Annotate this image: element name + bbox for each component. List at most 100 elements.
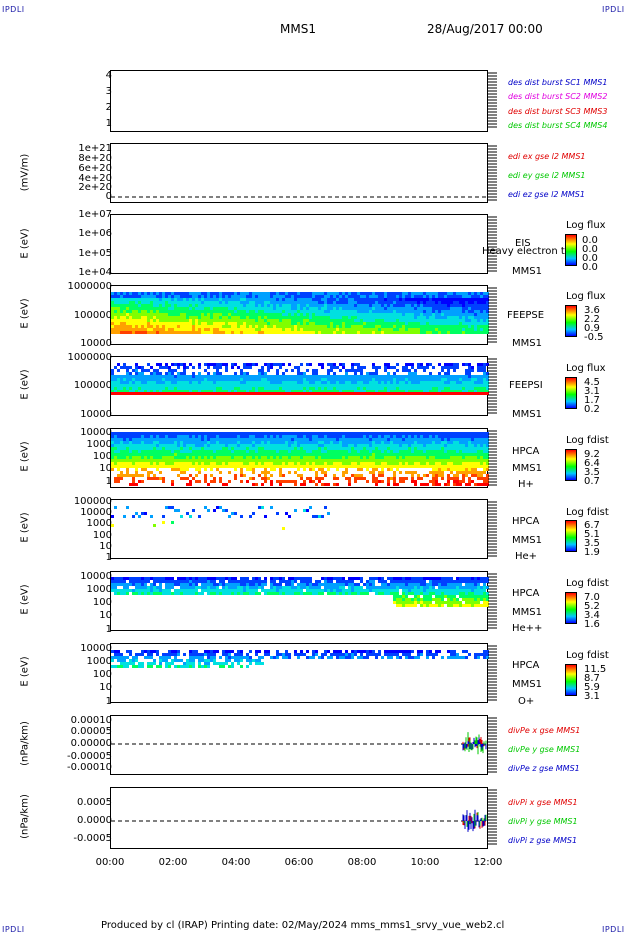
ytick: 10 bbox=[99, 541, 112, 552]
spectrogram-cell bbox=[243, 441, 246, 444]
spectrogram-cell bbox=[288, 322, 291, 325]
spectrogram-cell bbox=[150, 378, 153, 381]
spectrogram-cell bbox=[324, 444, 327, 447]
spectrogram-cell bbox=[288, 295, 291, 298]
spectrogram-cell bbox=[405, 369, 408, 372]
spectrogram-cell bbox=[360, 462, 363, 465]
spectrogram-cell bbox=[366, 462, 369, 465]
spectrogram-cell bbox=[300, 390, 303, 393]
spectrogram-cell bbox=[294, 378, 297, 381]
legend-entry: divPi z gse MMS1 bbox=[508, 836, 578, 845]
spectrogram-cell bbox=[312, 447, 315, 450]
spectrogram-cell bbox=[147, 313, 150, 316]
spectrogram-cell bbox=[447, 319, 450, 322]
spectrogram-cell bbox=[162, 477, 165, 480]
spectrogram-cell bbox=[381, 387, 384, 390]
spectrogram-cell bbox=[192, 450, 195, 453]
spectrogram-cell bbox=[276, 512, 279, 515]
spectrogram-cell bbox=[132, 438, 135, 441]
spectrogram-cell bbox=[444, 483, 447, 486]
spectrogram-cell bbox=[120, 313, 123, 316]
spectrogram-cell bbox=[135, 392, 138, 395]
spectrogram-cell bbox=[291, 292, 294, 295]
spectrogram-cell bbox=[480, 384, 483, 387]
spectrogram-cell bbox=[483, 462, 486, 465]
spectrogram-cell bbox=[345, 292, 348, 295]
spectrogram-cell bbox=[153, 316, 156, 319]
spectrogram-cell bbox=[219, 316, 222, 319]
spectrogram-cell bbox=[312, 441, 315, 444]
spectrogram-cell bbox=[474, 322, 477, 325]
spectrogram-cell bbox=[363, 381, 366, 384]
colorbar-value: 3.1 bbox=[584, 691, 600, 702]
spectrogram-cell bbox=[285, 438, 288, 441]
spectrogram-cell bbox=[399, 480, 402, 483]
spectrogram-cell bbox=[483, 375, 486, 378]
spectrogram-cell bbox=[423, 319, 426, 322]
spectrogram-cell bbox=[312, 375, 315, 378]
spectrogram-cell bbox=[186, 322, 189, 325]
spectrogram-cell bbox=[123, 378, 126, 381]
spectrogram-cell bbox=[333, 307, 336, 310]
spectrogram-cell bbox=[315, 331, 318, 334]
spectrogram-cell bbox=[324, 471, 327, 474]
spectrogram-cell bbox=[261, 381, 264, 384]
spectrogram-cell bbox=[312, 384, 315, 387]
spectrogram-cell bbox=[171, 369, 174, 372]
spectrogram-cell bbox=[219, 435, 222, 438]
spectrogram-cell bbox=[387, 304, 390, 307]
spectrogram-cell bbox=[381, 328, 384, 331]
spectrogram-cell bbox=[264, 450, 267, 453]
spectrogram-cell bbox=[444, 435, 447, 438]
spectrogram-cell bbox=[117, 304, 120, 307]
spectrogram-cell bbox=[390, 310, 393, 313]
spectrogram-cell bbox=[438, 325, 441, 328]
spectrogram-cell bbox=[273, 325, 276, 328]
spectrogram-cell bbox=[279, 292, 282, 295]
spectrogram-cell bbox=[183, 310, 186, 313]
spectrogram-cell bbox=[348, 447, 351, 450]
spectrogram-cell bbox=[330, 325, 333, 328]
spectrogram-cell bbox=[315, 384, 318, 387]
spectrogram-cell bbox=[129, 462, 132, 465]
spectrogram-cell bbox=[225, 313, 228, 316]
spectrogram-cell bbox=[354, 319, 357, 322]
spectrogram-cell bbox=[345, 322, 348, 325]
spectrogram-cell bbox=[225, 453, 228, 456]
spectrogram-cell bbox=[363, 328, 366, 331]
spectrogram-cell bbox=[267, 319, 270, 322]
spectrogram-cell bbox=[333, 447, 336, 450]
spectrogram-cell bbox=[258, 307, 261, 310]
spectrogram-cell bbox=[282, 465, 285, 468]
spectrogram-cell bbox=[120, 301, 123, 304]
spectrogram-cell bbox=[111, 304, 114, 307]
spectrogram-cell bbox=[303, 432, 306, 435]
spectrogram-cell bbox=[330, 462, 333, 465]
spectrogram-cell bbox=[372, 366, 375, 369]
spectrogram-cell bbox=[366, 378, 369, 381]
spectrogram-cell bbox=[465, 331, 468, 334]
spectrogram-cell bbox=[195, 444, 198, 447]
spectrogram-cell bbox=[354, 313, 357, 316]
spectrogram-cell bbox=[231, 465, 234, 468]
spectrogram-cell bbox=[162, 298, 165, 301]
spectrogram-cell bbox=[129, 474, 132, 477]
spectrogram-cell bbox=[285, 450, 288, 453]
spectrogram-cell bbox=[441, 375, 444, 378]
spectrogram-cell bbox=[270, 462, 273, 465]
spectrogram-cell bbox=[189, 456, 192, 459]
spectrogram-cell bbox=[192, 366, 195, 369]
spectrogram-cell bbox=[246, 378, 249, 381]
spectrogram-cell bbox=[159, 462, 162, 465]
spectrogram-cell bbox=[300, 363, 303, 366]
legend-entry: des dist burst SC3 MMS3 bbox=[508, 107, 608, 116]
spectrogram-cell bbox=[135, 453, 138, 456]
spectrogram-cell bbox=[300, 441, 303, 444]
spectrogram-cell bbox=[168, 322, 171, 325]
spectrogram-cell bbox=[132, 313, 135, 316]
spectrogram-cell bbox=[237, 438, 240, 441]
spectrogram-cell bbox=[456, 301, 459, 304]
spectrogram-cell bbox=[162, 432, 165, 435]
spectrogram-cell bbox=[396, 465, 399, 468]
spectrogram-cell bbox=[132, 447, 135, 450]
